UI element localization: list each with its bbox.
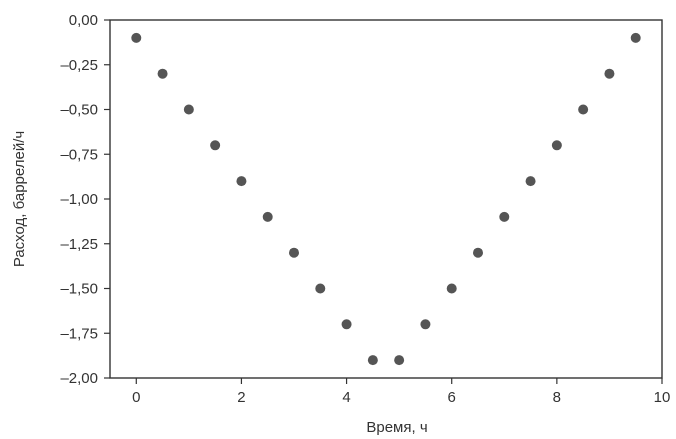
x-tick-label: 0 — [132, 389, 140, 406]
data-points — [131, 32, 641, 366]
x-axis-ticks: 0 2 4 6 8 10 — [132, 378, 670, 406]
y-tick-label: –1,50 — [60, 281, 98, 298]
data-point — [394, 355, 405, 366]
plot-frame — [109, 19, 663, 379]
y-tick-label: –0,25 — [60, 57, 98, 74]
y-tick-label: 0,00 — [69, 12, 98, 29]
data-point — [315, 283, 326, 294]
x-axis-title: Время, ч — [366, 419, 427, 436]
x-tick-label: 8 — [553, 389, 561, 406]
data-point — [499, 211, 510, 222]
x-tick-label: 6 — [448, 389, 456, 406]
y-tick-label: –0,50 — [60, 102, 98, 119]
data-point — [157, 68, 168, 79]
x-tick-label: 10 — [654, 389, 671, 406]
data-point — [420, 319, 431, 330]
data-point — [578, 104, 589, 115]
data-point — [473, 247, 483, 258]
y-tick-label: –1,00 — [60, 191, 98, 208]
x-tick-label: 4 — [342, 389, 350, 406]
data-point — [630, 32, 641, 43]
y-tick-label: –2,00 — [60, 370, 98, 387]
y-tick-label: –1,25 — [60, 236, 98, 253]
data-point — [551, 140, 562, 151]
data-point — [289, 247, 299, 258]
data-point — [367, 355, 378, 366]
data-point — [446, 283, 457, 294]
data-point — [131, 32, 142, 43]
x-tick-label: 2 — [237, 389, 245, 406]
data-point — [525, 176, 536, 187]
data-point — [210, 140, 221, 151]
data-point — [262, 211, 273, 222]
y-tick-label: –1,75 — [60, 325, 98, 342]
data-point — [341, 319, 352, 330]
data-point — [236, 176, 247, 187]
y-axis-title: Расход, баррелей/ч — [11, 131, 28, 267]
y-axis-ticks: 0,00 –0,25 –0,50 –0,75 –1,00 –1,25 –1,50 –1,75 –… — [60, 12, 110, 387]
data-point — [183, 104, 194, 115]
data-point — [604, 68, 615, 79]
y-tick-label: –0,75 — [60, 146, 98, 163]
